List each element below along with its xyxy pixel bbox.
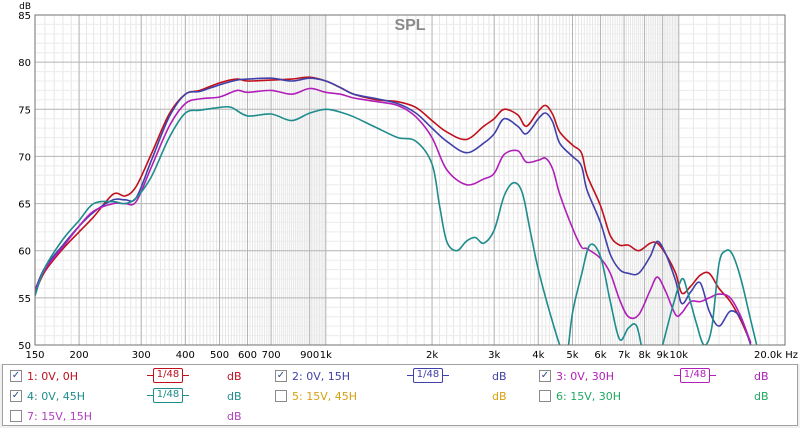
legend-entry-6[interactable]: 6: 15V, 30H dB <box>539 388 779 406</box>
plot-area[interactable]: 50 55 60 65 70 75 80 85 dB 150 200 300 400 500 600 700 9… <box>0 0 800 364</box>
unit-label: dB <box>492 370 507 383</box>
checkbox[interactable] <box>10 410 22 422</box>
y-tick-label: 65 <box>18 200 31 211</box>
checkbox[interactable]: ✓ <box>10 370 22 382</box>
series-name: 2: 0V, 15H <box>292 370 350 383</box>
smoothing-badge[interactable]: 1/48 <box>407 368 449 383</box>
x-tick-label: 5k <box>566 350 578 361</box>
legend-entry-1[interactable]: ✓ 1: 0V, 0H 1/48 dB <box>10 368 270 386</box>
unit-label: dB <box>492 390 507 403</box>
series-name: 6: 15V, 30H <box>556 390 621 403</box>
unit-label: dB <box>754 370 769 383</box>
series-line-4 <box>35 105 758 345</box>
y-tick-label: 80 <box>18 58 31 69</box>
unit-label: dB <box>227 410 242 423</box>
checkbox[interactable]: ✓ <box>539 370 551 382</box>
y-tick-label: 50 <box>18 341 31 352</box>
x-tick-label: 900 <box>300 350 319 361</box>
x-tick-label: 500 <box>210 350 229 361</box>
x-tick-label: 600 <box>238 350 257 361</box>
series-line-3 <box>35 87 752 344</box>
legend-entry-5[interactable]: 5: 15V, 45H dB <box>275 388 535 406</box>
plot-frame <box>34 14 786 346</box>
y-tick-label: 75 <box>18 105 31 116</box>
x-tick-label: 9k <box>657 350 669 361</box>
series-group <box>35 76 758 345</box>
legend-entry-2[interactable]: ✓ 2: 0V, 15H 1/48 dB <box>275 368 535 386</box>
x-tick-label: 2k <box>426 350 438 361</box>
smoothing-badge[interactable]: 1/48 <box>147 388 189 403</box>
legend-entry-3[interactable]: ✓ 3: 0V, 30H 1/48 dB <box>539 368 779 386</box>
legend-entry-7[interactable]: 7: 15V, 15H dB <box>10 408 270 426</box>
chart-title: SPL <box>394 17 425 34</box>
series-line-2 <box>35 77 752 345</box>
y-axis-unit: dB <box>19 2 31 12</box>
checkbox[interactable] <box>539 390 551 402</box>
x-tick-label: 6k <box>594 350 606 361</box>
unit-label: dB <box>227 390 242 403</box>
x-tick-label: 4k <box>532 350 544 361</box>
series-name: 7: 15V, 15H <box>27 410 92 423</box>
x-tick-label: 700 <box>262 350 281 361</box>
x-tick-label: 3k <box>488 350 500 361</box>
series-name: 3: 0V, 30H <box>556 370 614 383</box>
series-name: 1: 0V, 0H <box>27 370 78 383</box>
x-tick-label: 7k <box>618 350 630 361</box>
x-tick-label: 300 <box>132 350 151 361</box>
legend-entry-4[interactable]: ✓ 4: 0V, 45H 1/48 dB <box>10 388 270 406</box>
x-tick-label: 200 <box>70 350 89 361</box>
x-tick-label: 400 <box>176 350 195 361</box>
y-tick-label: 55 <box>18 294 31 305</box>
x-tick-label: 10k <box>669 350 688 361</box>
unit-label: dB <box>754 390 769 403</box>
checkbox[interactable]: ✓ <box>275 370 287 382</box>
x-tick-label: 150 <box>25 350 44 361</box>
smoothing-badge[interactable]: 1/48 <box>674 368 716 383</box>
x-tick-label: 8k <box>638 350 650 361</box>
checkbox[interactable] <box>275 390 287 402</box>
series-name: 4: 0V, 45H <box>27 390 85 403</box>
y-tick-label: 60 <box>18 247 31 258</box>
legend-panel: ✓ 1: 0V, 0H 1/48 dB ✓ 2: 0V, 15H 1/48 dB… <box>2 364 798 426</box>
x-tick-label: 1k <box>320 350 332 361</box>
series-name: 5: 15V, 45H <box>292 390 357 403</box>
unit-label: dB <box>227 370 242 383</box>
y-tick-label: 85 <box>18 11 31 22</box>
y-tick-label: 70 <box>18 152 31 163</box>
x-tick-label: 20.0k Hz <box>754 350 798 361</box>
checkbox[interactable]: ✓ <box>10 390 22 402</box>
smoothing-badge[interactable]: 1/48 <box>147 368 189 383</box>
